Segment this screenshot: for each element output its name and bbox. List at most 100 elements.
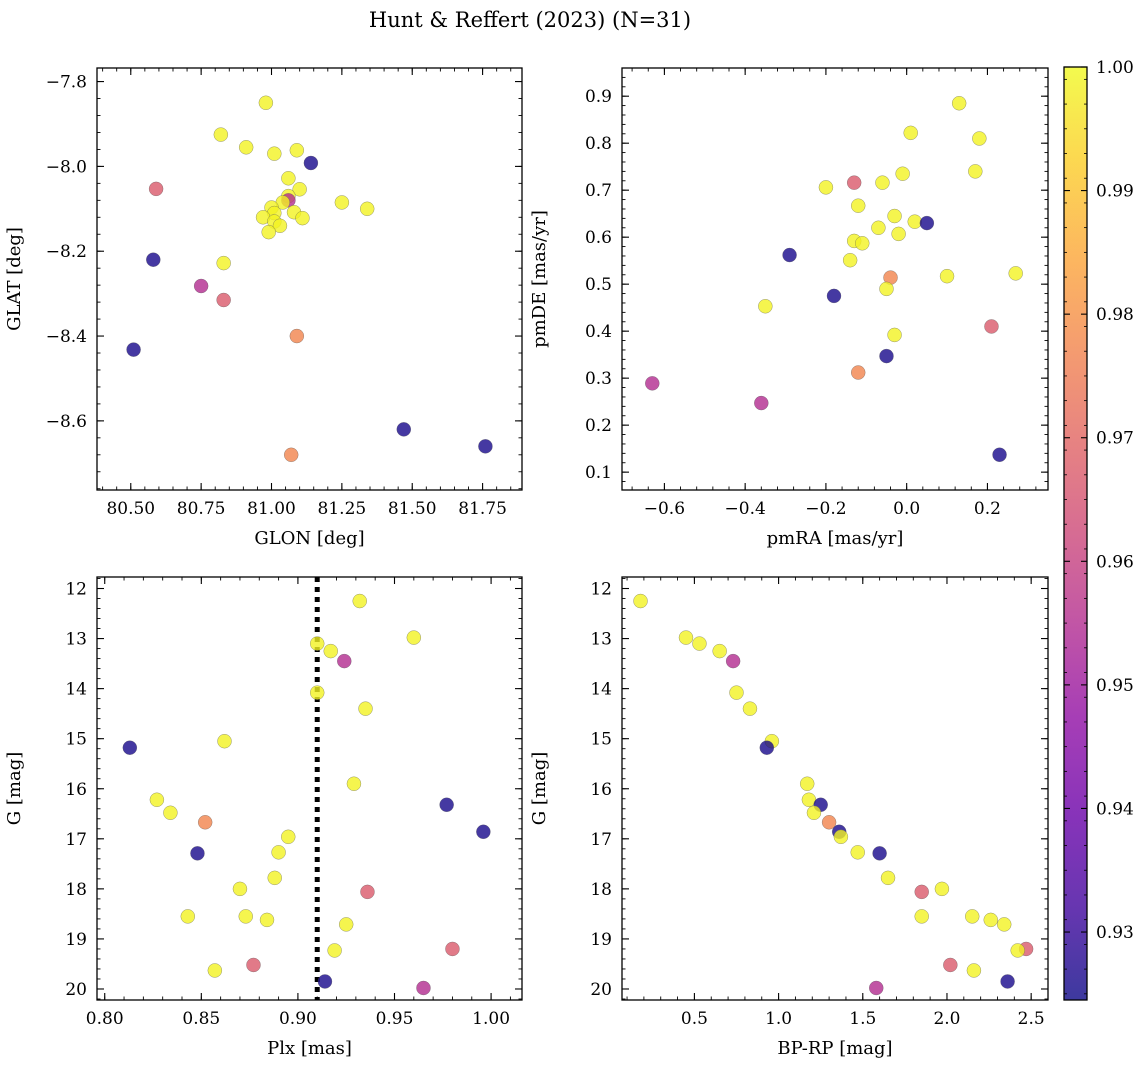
data-point: [872, 846, 887, 861]
data-point: [122, 740, 138, 755]
y-axis-label: GLAT [deg]: [4, 227, 25, 331]
data-point: [146, 252, 161, 267]
x-tick-label: 0.95: [376, 1009, 414, 1029]
data-point: [295, 210, 310, 226]
data-point: [238, 909, 253, 924]
data-point: [406, 630, 422, 645]
data-point: [782, 247, 797, 263]
x-tick-label: 80.50: [106, 499, 155, 519]
panel-glon-glat: 80.50 80.75 81.00 81.25 81.50 81.75 −7.8 −8.0 −8…: [4, 67, 523, 549]
data-point: [806, 805, 822, 821]
y-tick-label: 16: [65, 780, 87, 800]
data-point: [983, 912, 999, 928]
data-point: [754, 395, 769, 411]
y-tick-label: −8.6: [46, 412, 87, 432]
y-tick-label: 13: [590, 630, 612, 650]
data-point: [360, 884, 375, 900]
data-point: [281, 171, 296, 186]
colorbar-tick-label: 0.98: [1096, 305, 1134, 325]
data-point: [271, 845, 286, 860]
data-point: [850, 198, 866, 213]
data-point: [334, 195, 350, 210]
y-tick-label: −8.0: [46, 157, 87, 177]
y-tick-label: −8.2: [46, 242, 87, 262]
data-point: [968, 164, 983, 179]
y-tick-label: 15: [65, 730, 87, 750]
y-tick-label: 19: [65, 930, 87, 950]
y-axis-label: pmDE [mas/yr]: [529, 210, 550, 348]
y-tick-label: 17: [65, 830, 87, 850]
data-point: [1010, 943, 1025, 958]
data-point: [327, 943, 342, 958]
data-point: [126, 342, 141, 357]
y-tick-label: 18: [65, 880, 87, 900]
data-point: [887, 208, 902, 224]
data-point: [729, 685, 744, 700]
data-point: [359, 201, 375, 217]
x-tick-label: 2.5: [1018, 1009, 1045, 1029]
data-point: [246, 957, 261, 973]
data-point: [758, 299, 773, 314]
y-tick-label: 0.6: [585, 228, 612, 248]
data-point: [964, 909, 980, 924]
y-tick-label: 0.5: [585, 275, 612, 295]
figure-title: Hunt & Reffert (2023) (N=31): [369, 8, 691, 32]
data-point: [232, 881, 248, 897]
data-point: [871, 220, 886, 236]
data-point: [261, 224, 276, 240]
y-tick-label: 20: [590, 980, 612, 1000]
data-point: [193, 278, 209, 294]
data-point: [283, 447, 299, 463]
y-tick-label: 17: [590, 830, 612, 850]
data-point: [289, 143, 305, 158]
colorbar-tick-label: 0.99: [1096, 182, 1134, 202]
data-point: [742, 701, 758, 716]
y-tick-label: 0.2: [585, 416, 612, 436]
data-point: [148, 181, 164, 197]
x-axis-label: BP-RP [mag]: [777, 1038, 892, 1059]
data-point: [303, 155, 319, 171]
data-point: [833, 829, 849, 845]
data-point: [879, 348, 894, 364]
data-point: [934, 881, 950, 897]
x-axis-label: pmRA [mas/yr]: [767, 528, 904, 549]
data-point: [996, 917, 1012, 932]
data-point: [914, 909, 929, 924]
x-tick-label: −0.2: [805, 499, 846, 519]
y-tick-label: 0.8: [585, 134, 612, 154]
y-tick-label: 15: [590, 730, 612, 750]
y-tick-label: 19: [590, 930, 612, 950]
data-point: [818, 180, 834, 195]
data-point: [992, 447, 1007, 463]
data-point: [645, 376, 660, 391]
data-point: [337, 653, 352, 669]
y-tick-label: −7.8: [46, 73, 87, 93]
x-tick-label: 0.90: [279, 1009, 317, 1029]
data-point: [445, 941, 460, 957]
panel-plx-g: 0.80 0.85 0.90 0.95 1.00 12 13 14 15 16 17 18 19 20 Pl…: [4, 576, 523, 1059]
data-point: [799, 776, 815, 791]
data-point: [966, 963, 982, 978]
x-tick-label: 0.5: [681, 1009, 708, 1029]
data-point: [180, 909, 196, 924]
y-tick-label: 12: [590, 580, 612, 600]
colorbar-tick-label: 0.95: [1096, 676, 1134, 696]
data-point: [869, 980, 884, 996]
data-point: [281, 829, 296, 845]
data-point: [879, 281, 894, 297]
data-point: [439, 797, 454, 813]
colorbar-tick-label: 0.94: [1096, 799, 1134, 819]
x-tick-label: −0.4: [725, 499, 766, 519]
data-point: [267, 146, 282, 161]
data-point: [903, 125, 918, 141]
panel-bprp-g: 0.5 1.0 1.5 2.0 2.5 12 13 14 15 16 17 18 19 20 BP-RP […: [529, 576, 1049, 1059]
data-point: [207, 963, 223, 978]
x-tick-label: 81.25: [318, 499, 367, 519]
x-tick-label: 1.0: [765, 1009, 792, 1029]
x-tick-label: 81.75: [458, 499, 507, 519]
x-tick-label: 80.75: [177, 499, 226, 519]
data-point: [338, 917, 354, 932]
data-point: [939, 268, 955, 284]
data-point: [267, 870, 282, 886]
data-point: [891, 226, 906, 242]
